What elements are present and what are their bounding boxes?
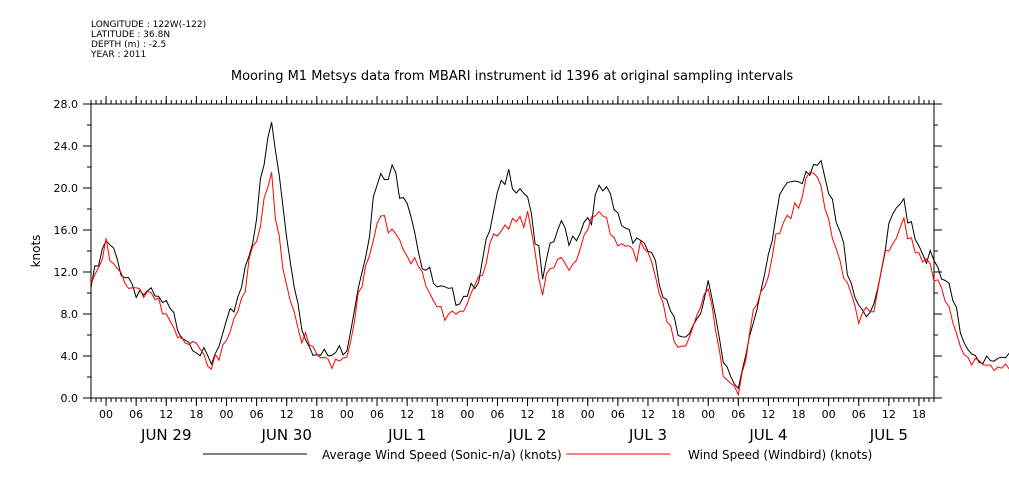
x-tick-label: 00 bbox=[460, 408, 474, 421]
x-tick-label: 00 bbox=[822, 408, 836, 421]
plot-frame bbox=[90, 103, 935, 399]
mooring-metadata: LONGITUDE : 122W(-122) LATITUDE : 36.8N … bbox=[91, 20, 206, 60]
x-tick-label: 12 bbox=[280, 408, 294, 421]
x-tick-label: 06 bbox=[250, 408, 264, 421]
x-tick-label: 00 bbox=[581, 408, 595, 421]
y-tick-label: 8.0 bbox=[61, 308, 79, 321]
x-tick-label: 18 bbox=[189, 408, 203, 421]
x-day-label: JUL 4 bbox=[748, 426, 787, 444]
y-tick-label: 20.0 bbox=[54, 182, 79, 195]
x-tick-label: 12 bbox=[521, 408, 535, 421]
legend: Average Wind Speed (Sonic-n/a) (knots) W… bbox=[203, 448, 872, 462]
x-tick-label: 12 bbox=[641, 408, 655, 421]
x-tick-label: 06 bbox=[611, 408, 625, 421]
x-day-label: JUN 29 bbox=[140, 426, 191, 444]
y-axis-label: knots bbox=[29, 235, 43, 268]
x-tick-label: 18 bbox=[430, 408, 444, 421]
series-line-windbird bbox=[90, 171, 1009, 397]
x-day-label: JUL 2 bbox=[508, 426, 547, 444]
x-tick-label: 06 bbox=[490, 408, 504, 421]
x-tick-label: 12 bbox=[400, 408, 414, 421]
series-layer bbox=[90, 122, 1009, 397]
x-day-label: JUL 5 bbox=[869, 426, 908, 444]
y-tick-label: 4.0 bbox=[61, 350, 79, 363]
x-tick-label: 12 bbox=[159, 408, 173, 421]
x-tick-label: 00 bbox=[99, 408, 113, 421]
year-text: YEAR : 2011 bbox=[91, 50, 147, 60]
y-tick-label: 12.0 bbox=[54, 266, 79, 279]
x-tick-label: 00 bbox=[340, 408, 354, 421]
latitude-text: LATITUDE : 36.8N bbox=[91, 30, 171, 40]
x-tick-label: 00 bbox=[219, 408, 233, 421]
x-tick-label: 18 bbox=[310, 408, 324, 421]
x-tick-label: 06 bbox=[852, 408, 866, 421]
x-tick-label: 18 bbox=[671, 408, 685, 421]
x-tick-label: 12 bbox=[761, 408, 775, 421]
y-tick-label: 16.0 bbox=[54, 224, 79, 237]
y-tick-label: 0.0 bbox=[61, 392, 79, 405]
y-tick-label: 24.0 bbox=[54, 140, 79, 153]
legend-label-windbird: Wind Speed (Windbird) (knots) bbox=[688, 448, 872, 462]
x-day-label: JUL 1 bbox=[387, 426, 426, 444]
x-day-label: JUL 3 bbox=[628, 426, 667, 444]
x-day-label: JUN 30 bbox=[260, 426, 311, 444]
legend-label-sonic: Average Wind Speed (Sonic-n/a) (knots) bbox=[322, 448, 562, 462]
x-tick-label: 06 bbox=[370, 408, 384, 421]
x-tick-label: 12 bbox=[882, 408, 896, 421]
x-tick-label: 06 bbox=[129, 408, 143, 421]
longitude-text: LONGITUDE : 122W(-122) bbox=[91, 20, 207, 30]
chart-title: Mooring M1 Metsys data from MBARI instru… bbox=[231, 69, 793, 84]
x-tick-label: 18 bbox=[912, 408, 926, 421]
x-tick-label: 06 bbox=[731, 408, 745, 421]
x-tick-label: 18 bbox=[792, 408, 806, 421]
series-line-sonic bbox=[90, 122, 1009, 390]
x-tick-label: 00 bbox=[701, 408, 715, 421]
x-tick-label: 18 bbox=[551, 408, 565, 421]
axes: 0.0 4.0 8.0 12.0 16.0 20.0 24.0 28.0 00 06 12 18 00 0… bbox=[54, 96, 942, 444]
depth-text: DEPTH (m) : -2.5 bbox=[91, 40, 167, 50]
y-tick-label: 28.0 bbox=[54, 98, 79, 111]
